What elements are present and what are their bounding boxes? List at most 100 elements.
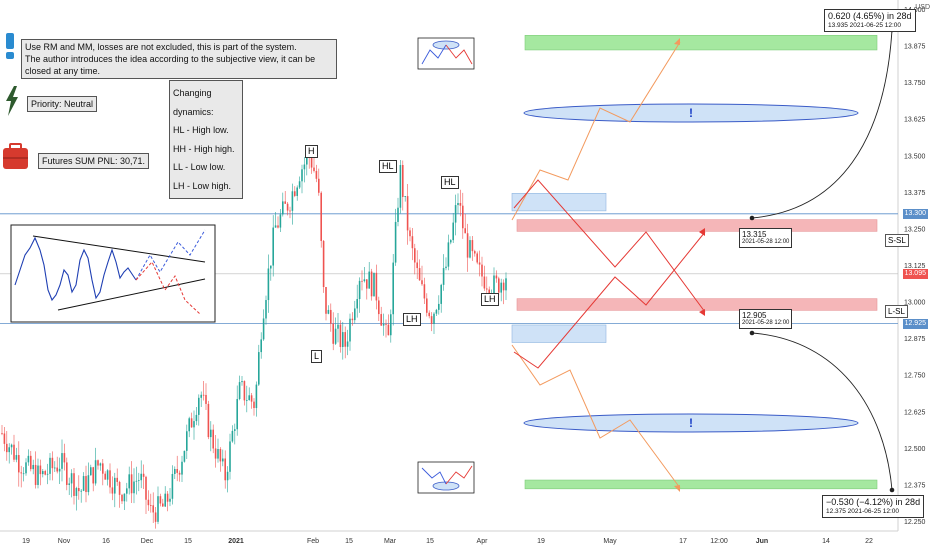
candle-body <box>404 196 406 197</box>
candle-body <box>13 444 15 460</box>
candle-body <box>82 476 85 491</box>
candle-body <box>219 448 222 462</box>
candle-body <box>301 169 303 182</box>
price-tag-upper: 13.315 2021-05-28 12:00 <box>739 228 793 248</box>
candle-body <box>481 264 483 277</box>
short-stop-label: S-SL <box>885 234 909 247</box>
candle-body <box>126 488 128 494</box>
candle-body <box>258 352 260 385</box>
candle-body <box>133 481 135 494</box>
x-tick-label: 2021 <box>228 538 244 545</box>
candle-body <box>469 240 471 258</box>
candle-body <box>409 230 411 237</box>
inset-lower-trendline <box>57 278 206 311</box>
candle-body <box>10 444 13 448</box>
candle-body <box>471 240 474 252</box>
exclamation-icon-dot <box>6 52 14 59</box>
candle-body <box>402 165 404 197</box>
candle-body <box>56 467 58 472</box>
price-tag-upper-value: 13.315 <box>742 230 767 239</box>
candle-body <box>157 496 159 522</box>
x-tick-label: 19 <box>22 538 30 545</box>
candle-body <box>22 473 25 475</box>
exclamation-icon <box>6 33 14 49</box>
candle-body <box>284 201 286 204</box>
candle-body <box>375 272 378 301</box>
connector-dot <box>749 215 755 221</box>
candle-body <box>320 192 322 241</box>
x-tick-label: 22 <box>865 538 873 545</box>
lower-target-curve <box>751 332 893 491</box>
bottom-scenario-icon-ellipse <box>432 481 460 491</box>
y-tick-label: 12.875 <box>904 336 926 343</box>
pnl-label: Futures SUM PNL: 30,71. <box>38 153 150 169</box>
candle-body <box>46 473 49 475</box>
candle-body <box>486 288 488 290</box>
arrow-head <box>674 38 680 45</box>
candle-body <box>205 394 207 404</box>
candle-body <box>97 460 99 466</box>
short-scenario-path <box>513 179 706 313</box>
candle-body <box>90 467 92 476</box>
candle-body <box>1 433 3 435</box>
y-tick-label: 12.250 <box>904 519 926 526</box>
candle-body <box>51 457 54 469</box>
risk-note-line2: The author introduces the idea according… <box>25 54 316 76</box>
candle-body <box>370 271 373 297</box>
price-tag-upper-date: 2021-05-28 12:00 <box>742 239 790 245</box>
pattern-inset <box>10 224 216 323</box>
candle-body <box>478 262 481 265</box>
candle-body <box>37 465 39 485</box>
candle-body <box>231 430 234 442</box>
y-tick-label: 12.500 <box>904 446 926 453</box>
candle-body <box>474 251 476 254</box>
candle-body <box>265 300 267 319</box>
short-target-zone <box>524 35 878 51</box>
x-tick-label: Feb <box>307 538 319 545</box>
top-scenario-icon-bear-line <box>445 44 473 65</box>
x-tick-label: 15 <box>184 538 192 545</box>
candle-body <box>279 214 282 228</box>
candle-body <box>162 503 164 507</box>
priority-label: Priority: Neutral <box>27 96 98 112</box>
candle-body <box>210 429 212 438</box>
long-stop-label: L-SL <box>885 305 908 318</box>
candle-body <box>426 298 428 313</box>
candle-body <box>291 191 294 211</box>
candle-body <box>123 493 126 502</box>
last-price-label: 13.095 <box>902 268 928 279</box>
candle-body <box>385 323 387 325</box>
candle-body <box>150 505 152 506</box>
candle-body <box>457 202 459 206</box>
candle-body <box>27 455 30 463</box>
candle-body <box>34 464 37 485</box>
candle-body <box>433 313 435 324</box>
lightning-icon <box>6 86 18 116</box>
candle-body <box>380 314 382 326</box>
inset-price-line <box>14 236 137 302</box>
candle-body <box>154 512 157 522</box>
upper-level-price-label: 13.300 <box>902 208 928 219</box>
lower-alert-mark: ! <box>689 416 693 430</box>
bottom-scenario-icon-bull-line <box>421 467 447 485</box>
candle-body <box>322 240 325 287</box>
target-tag-upper: 0.620 (4.65%) in 28d 13.935 2021-06-25 1… <box>824 9 916 32</box>
inset-bear-projection <box>135 261 201 315</box>
y-tick-label: 13.250 <box>904 226 926 233</box>
upper-entry-zone <box>511 193 607 212</box>
candle-body <box>294 191 296 196</box>
candle-body <box>397 207 399 222</box>
candle-body <box>382 323 385 326</box>
wave-label-l: L <box>311 350 323 363</box>
candle-body <box>296 187 298 196</box>
risk-note: Use RM and MM, losses are not excluded, … <box>21 39 337 79</box>
candle-body <box>373 272 375 297</box>
x-tick-label: Nov <box>58 538 71 545</box>
candle-body <box>243 381 246 401</box>
candle-body <box>435 309 438 314</box>
candle-body <box>236 399 238 430</box>
x-tick-label: 17 <box>679 538 687 545</box>
x-tick-label: Apr <box>477 538 489 545</box>
candle-body <box>118 481 121 495</box>
